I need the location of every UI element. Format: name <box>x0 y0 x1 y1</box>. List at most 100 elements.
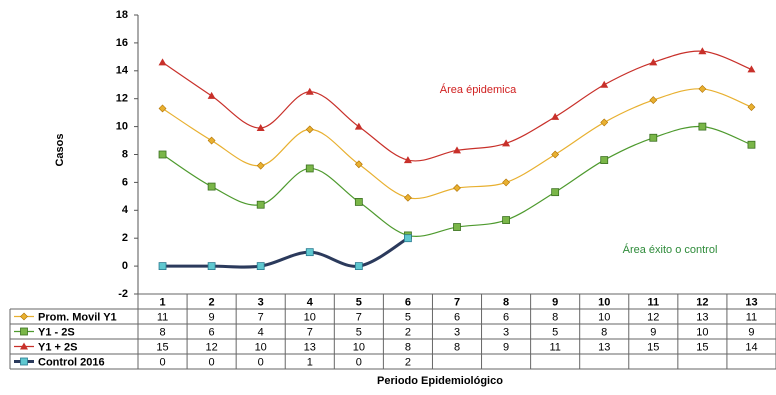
table-value: 8 <box>454 341 460 353</box>
table-value: 2 <box>405 356 411 368</box>
point <box>600 118 609 127</box>
y-tick-label: 12 <box>116 93 128 105</box>
table-value: 0 <box>209 356 215 368</box>
table-value: 8 <box>552 311 558 323</box>
legend-label: Prom. Movil Y1 <box>38 311 117 323</box>
table-value: 3 <box>454 326 460 338</box>
point <box>453 223 461 231</box>
point <box>305 164 314 173</box>
point <box>698 47 707 55</box>
legend-label: Control 2016 <box>38 356 105 368</box>
x-tick-label: 8 <box>503 296 509 308</box>
point <box>256 262 265 271</box>
table-value: 12 <box>647 311 659 323</box>
point <box>20 327 28 336</box>
y-tick-label: 16 <box>116 37 128 49</box>
x-tick-label: 13 <box>745 296 757 308</box>
point <box>698 85 707 93</box>
point <box>404 234 412 243</box>
y-tick-label: 14 <box>116 65 129 77</box>
table-value: 14 <box>745 341 757 353</box>
table-value: 10 <box>353 341 365 353</box>
point <box>158 104 167 113</box>
point <box>305 248 314 257</box>
point <box>747 140 756 149</box>
table-value: 11 <box>549 341 560 353</box>
table-value: 13 <box>304 341 316 353</box>
x-tick-label: 11 <box>647 296 659 308</box>
table-value: 6 <box>503 311 509 323</box>
annotation: Área éxito o control <box>623 243 718 256</box>
table-value: 11 <box>157 311 168 323</box>
table-value: 9 <box>503 341 509 353</box>
y-tick-label: 2 <box>122 232 128 244</box>
x-tick-label: 2 <box>209 296 215 308</box>
table-value: 7 <box>307 326 313 338</box>
table-value: 8 <box>405 341 411 353</box>
point <box>502 178 511 187</box>
table-value: 6 <box>209 326 215 338</box>
point <box>207 136 216 145</box>
table-value: 6 <box>454 311 460 323</box>
y-tick-label: 0 <box>122 260 128 272</box>
point <box>747 65 756 73</box>
y-tick-label: 8 <box>122 148 128 160</box>
point <box>20 357 28 366</box>
table-value: 10 <box>598 311 610 323</box>
series-line <box>162 125 752 237</box>
table-value: 9 <box>650 326 656 338</box>
y-tick-label: 18 <box>116 9 128 21</box>
table-value: 0 <box>258 356 264 368</box>
point <box>551 112 560 120</box>
point <box>305 125 314 134</box>
point <box>403 156 412 164</box>
point <box>649 96 658 105</box>
point <box>20 312 28 321</box>
y-axis-label: Casos <box>54 133 66 166</box>
x-tick-label: 3 <box>258 296 264 308</box>
table-value: 15 <box>156 341 168 353</box>
x-tick-label: 6 <box>405 296 411 308</box>
table-value: 5 <box>552 326 558 338</box>
point <box>600 156 609 164</box>
point <box>551 150 560 159</box>
point <box>354 198 363 206</box>
table-value: 2 <box>405 326 411 338</box>
table-value: 15 <box>647 341 659 353</box>
y-tick-label: 6 <box>122 176 128 188</box>
point <box>403 193 412 202</box>
point <box>551 188 560 197</box>
table-value: 3 <box>503 326 509 338</box>
x-tick-label: 9 <box>552 296 558 308</box>
point <box>158 262 167 271</box>
y-tick-label: 10 <box>116 121 128 133</box>
table-value: 1 <box>307 356 313 368</box>
point <box>207 262 216 271</box>
table-value: 9 <box>748 326 754 338</box>
point <box>158 150 167 159</box>
legend-label: Y1 - 2S <box>38 326 75 338</box>
table-value: 8 <box>159 326 165 338</box>
table-value: 5 <box>405 311 411 323</box>
table-value: 8 <box>601 326 607 338</box>
point <box>20 342 28 350</box>
table-value: 7 <box>356 311 362 323</box>
table-value: 5 <box>356 326 362 338</box>
table-value: 13 <box>696 311 708 323</box>
table-value: 9 <box>209 311 215 323</box>
annotation: Área épidemica <box>440 83 517 96</box>
point <box>502 216 510 224</box>
point <box>453 146 461 154</box>
point <box>698 122 707 131</box>
series-line <box>162 50 752 162</box>
point <box>354 160 363 169</box>
table-value: 10 <box>255 341 267 353</box>
point <box>354 262 363 271</box>
table-value: 10 <box>304 311 316 323</box>
x-tick-label: 4 <box>307 296 314 308</box>
table-value: 7 <box>258 311 264 323</box>
x-tick-label: 10 <box>598 296 610 308</box>
point <box>207 182 216 191</box>
point <box>502 139 511 147</box>
